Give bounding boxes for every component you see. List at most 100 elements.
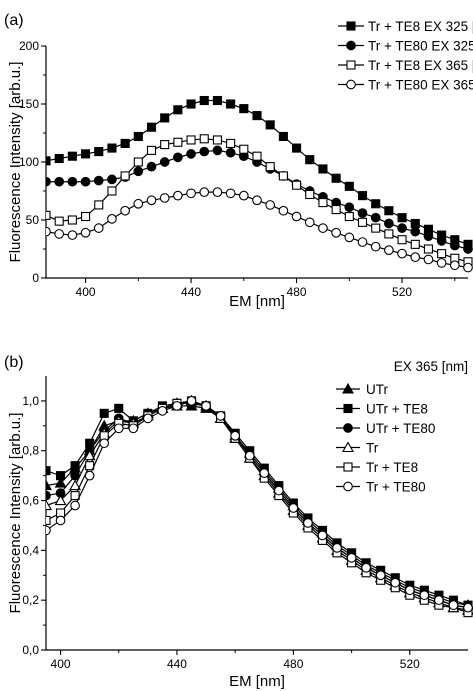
data-point xyxy=(375,570,386,581)
data-point xyxy=(143,413,153,424)
data-point xyxy=(46,226,51,237)
plot-area xyxy=(46,394,473,618)
x-tick-label: 440 xyxy=(181,285,201,299)
data-point xyxy=(448,600,459,611)
data-point xyxy=(305,189,315,200)
data-point xyxy=(305,155,315,165)
data-point xyxy=(146,195,157,206)
data-point xyxy=(186,149,196,159)
data-point xyxy=(133,198,144,209)
data-point xyxy=(160,140,170,150)
x-tick-label: 400 xyxy=(51,657,71,671)
legend-marker xyxy=(342,382,354,394)
legend-entry: Tr + TE80 EX 365 [nm] xyxy=(338,78,473,93)
data-point xyxy=(304,217,315,228)
data-point xyxy=(69,479,82,491)
data-point xyxy=(288,503,299,513)
data-point xyxy=(212,95,222,106)
data-point xyxy=(46,525,51,536)
data-point xyxy=(146,161,157,172)
data-point xyxy=(410,226,421,237)
data-point xyxy=(291,211,302,222)
data-point xyxy=(81,149,91,159)
data-point xyxy=(449,260,460,271)
legend-marker xyxy=(343,462,353,472)
data-point xyxy=(265,120,275,130)
data-point xyxy=(54,229,65,239)
data-point xyxy=(114,403,124,413)
y-tick-label: 100 xyxy=(19,155,39,169)
legend-marker xyxy=(343,423,353,433)
data-point xyxy=(172,401,182,411)
y-axis-title: Fluorescence Intensity [arb.u.] xyxy=(7,62,24,263)
x-axis-title: EM [nm] xyxy=(229,293,285,310)
data-point xyxy=(278,205,289,216)
data-point xyxy=(357,208,368,218)
data-point xyxy=(371,199,381,209)
data-point xyxy=(199,187,210,198)
data-point xyxy=(107,174,117,185)
data-point xyxy=(67,176,78,187)
legend-label: Tr + TE80 EX 365 [nm] xyxy=(368,78,473,93)
x-tick-label: 440 xyxy=(167,657,187,671)
panel-b: (b) 400 440 480 520 0,0 0,2 0,4 0,6 0,8 1,0 EM [nm]… xyxy=(4,354,473,690)
data-point xyxy=(238,190,249,201)
x-tick-label: 400 xyxy=(76,285,96,299)
data-point xyxy=(357,237,368,247)
data-point xyxy=(410,239,420,249)
data-point xyxy=(120,138,130,148)
data-point xyxy=(107,213,117,224)
legend-label: Tr + TE8 EX 325 [nm] xyxy=(368,19,473,34)
legend-entry: Tr + TE8 EX 325 [nm] xyxy=(338,19,473,34)
data-point xyxy=(173,137,183,147)
legend-label: Tr + TE8 xyxy=(366,460,418,475)
legend-entry: UTr xyxy=(336,382,388,397)
y-tick-label: 0,6 xyxy=(22,494,39,508)
data-point xyxy=(331,173,341,183)
data-point xyxy=(226,99,236,109)
y-tick-label: 0,4 xyxy=(22,543,39,557)
legend-entry: Tr + TE8 xyxy=(336,460,418,475)
data-point xyxy=(436,236,447,246)
data-point xyxy=(230,430,241,441)
x-tick-label: 520 xyxy=(392,285,412,299)
data-point xyxy=(226,138,236,148)
data-point xyxy=(199,134,209,144)
data-point xyxy=(273,485,284,496)
data-point xyxy=(173,152,183,163)
legend-label: UTr + TE80 xyxy=(366,421,435,436)
data-point xyxy=(99,408,109,418)
data-point xyxy=(370,241,381,252)
data-point xyxy=(54,153,64,164)
data-point xyxy=(46,499,52,511)
data-point xyxy=(317,530,328,541)
y-tick-label: 200 xyxy=(19,39,39,53)
y-tick-label: 1,0 xyxy=(22,394,39,408)
data-point xyxy=(83,449,96,461)
data-point xyxy=(423,244,433,254)
data-point xyxy=(113,423,124,434)
legend-marker xyxy=(342,441,354,453)
data-point xyxy=(318,198,328,208)
y-axis-title: Fluorescence Intensity [arb.u.] xyxy=(7,413,24,614)
data-point xyxy=(80,176,91,187)
data-point xyxy=(265,162,275,172)
data-point xyxy=(186,99,196,109)
data-point xyxy=(46,490,51,501)
data-point xyxy=(344,232,355,243)
data-point xyxy=(93,175,104,186)
legend-label: Tr xyxy=(366,441,379,456)
data-point xyxy=(94,147,104,157)
data-point xyxy=(133,157,143,167)
data-point xyxy=(133,131,143,142)
data-point xyxy=(215,411,226,421)
data-point xyxy=(186,396,197,406)
y-tick-label: 50 xyxy=(26,213,40,227)
data-point xyxy=(463,262,473,273)
data-point xyxy=(244,450,255,461)
x-axis-title: EM [nm] xyxy=(229,673,285,690)
data-point xyxy=(303,518,313,528)
data-point xyxy=(128,423,139,434)
panel-a: (a) 400 440 480 520 0 50 100 150 200 EM [nm] Fluore… xyxy=(4,12,473,310)
data-point xyxy=(201,401,211,411)
